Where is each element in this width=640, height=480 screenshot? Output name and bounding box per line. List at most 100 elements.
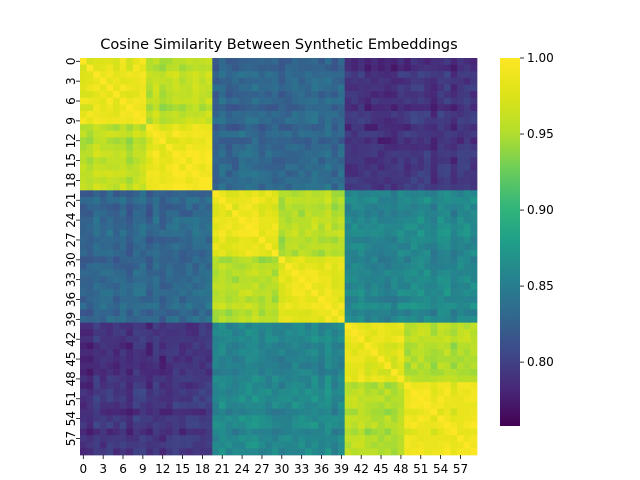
heatmap-cell	[113, 435, 121, 443]
heatmap-cell	[245, 395, 253, 403]
heatmap-cell	[384, 309, 392, 317]
heatmap-cell	[351, 382, 359, 390]
heatmap-cell	[159, 190, 167, 198]
heatmap-cell	[80, 150, 87, 158]
heatmap-cell	[119, 150, 127, 158]
heatmap-cell	[410, 110, 418, 118]
heatmap-cell	[252, 329, 259, 337]
heatmap-cell	[304, 97, 312, 105]
heatmap-cell	[86, 223, 94, 231]
heatmap-cell	[324, 243, 332, 251]
heatmap-cell	[146, 110, 154, 118]
heatmap-cell	[199, 130, 207, 138]
heatmap-cell	[404, 117, 412, 125]
heatmap-cell	[397, 388, 405, 396]
heatmap-cell	[238, 71, 246, 79]
heatmap-cell	[132, 236, 140, 244]
heatmap-cell	[437, 236, 445, 244]
heatmap-cell	[344, 415, 352, 423]
heatmap-cell	[463, 349, 471, 357]
heatmap-cell	[291, 104, 299, 112]
heatmap-cell	[132, 382, 140, 390]
heatmap-cell	[258, 382, 266, 390]
heatmap-cell	[318, 210, 326, 218]
heatmap-cell	[238, 441, 246, 449]
heatmap-cell	[331, 157, 339, 165]
heatmap-cell	[324, 163, 332, 171]
heatmap-cell	[119, 236, 127, 244]
heatmap-cell	[166, 163, 173, 171]
heatmap-cell	[159, 263, 167, 271]
heatmap-cell	[417, 302, 425, 310]
heatmap-cell	[238, 276, 246, 284]
heatmap-cell	[218, 196, 226, 204]
heatmap-cell	[205, 316, 213, 324]
heatmap-cell	[113, 97, 121, 105]
heatmap-cell	[192, 236, 200, 244]
heatmap-cell	[338, 395, 346, 403]
heatmap-cell	[185, 309, 193, 317]
heatmap-cell	[113, 150, 121, 158]
heatmap-cell	[384, 124, 392, 132]
heatmap-cell	[265, 296, 273, 304]
heatmap-cell	[271, 190, 279, 198]
heatmap-cell	[338, 309, 346, 317]
heatmap-cell	[232, 117, 240, 125]
heatmap-cell	[199, 448, 207, 456]
heatmap-cell	[212, 91, 220, 99]
heatmap-cell	[119, 395, 127, 403]
heatmap-cell	[437, 137, 445, 145]
heatmap-cell	[430, 296, 438, 304]
heatmap-cell	[311, 316, 319, 324]
heatmap-cell	[410, 163, 418, 171]
heatmap-cell	[218, 163, 226, 171]
heatmap-cell	[93, 355, 101, 363]
heatmap-cell	[159, 130, 167, 138]
heatmap-cell	[357, 77, 365, 85]
heatmap-cell	[146, 375, 154, 383]
heatmap-cell	[80, 163, 87, 171]
heatmap-cell	[390, 388, 398, 396]
heatmap-cell	[331, 58, 339, 65]
heatmap-cell	[357, 196, 365, 204]
heatmap-cell	[80, 196, 87, 204]
heatmap-cell	[86, 282, 94, 290]
heatmap-cell	[457, 276, 465, 284]
heatmap-cell	[291, 117, 299, 125]
heatmap-cell	[258, 448, 266, 456]
heatmap-cell	[397, 249, 405, 257]
heatmap-cell	[159, 302, 167, 310]
heatmap-cell	[430, 183, 438, 191]
heatmap-cell	[152, 388, 160, 396]
heatmap-cell	[212, 163, 220, 171]
heatmap-cell	[470, 408, 478, 416]
heatmap-cell	[225, 170, 233, 178]
heatmap-cell	[119, 375, 127, 383]
heatmap-cell	[271, 130, 279, 138]
heatmap-cell	[424, 124, 432, 132]
heatmap-cell	[225, 177, 233, 185]
heatmap-cell	[384, 117, 392, 125]
heatmap-cell	[304, 144, 312, 151]
heatmap-cell	[424, 58, 432, 65]
heatmap-cell	[344, 190, 352, 198]
heatmap-cell	[291, 368, 299, 376]
heatmap-cell	[185, 190, 193, 198]
heatmap-cell	[212, 210, 220, 218]
heatmap-cell	[93, 216, 101, 224]
heatmap-cell	[430, 144, 438, 151]
heatmap-cell	[470, 137, 478, 145]
heatmap-cell	[384, 368, 392, 376]
heatmap-cell	[271, 402, 279, 410]
heatmap-cell	[146, 441, 154, 449]
heatmap-cell	[106, 64, 114, 72]
heatmap-cell	[463, 130, 471, 138]
heatmap-cell	[238, 104, 246, 112]
heatmap-cell	[225, 269, 233, 277]
heatmap-cell	[238, 282, 246, 290]
heatmap-cell	[404, 163, 412, 171]
heatmap-cell	[357, 448, 365, 456]
heatmap-cell	[384, 97, 392, 105]
heatmap-cell	[265, 216, 273, 224]
heatmap-cell	[404, 276, 412, 284]
